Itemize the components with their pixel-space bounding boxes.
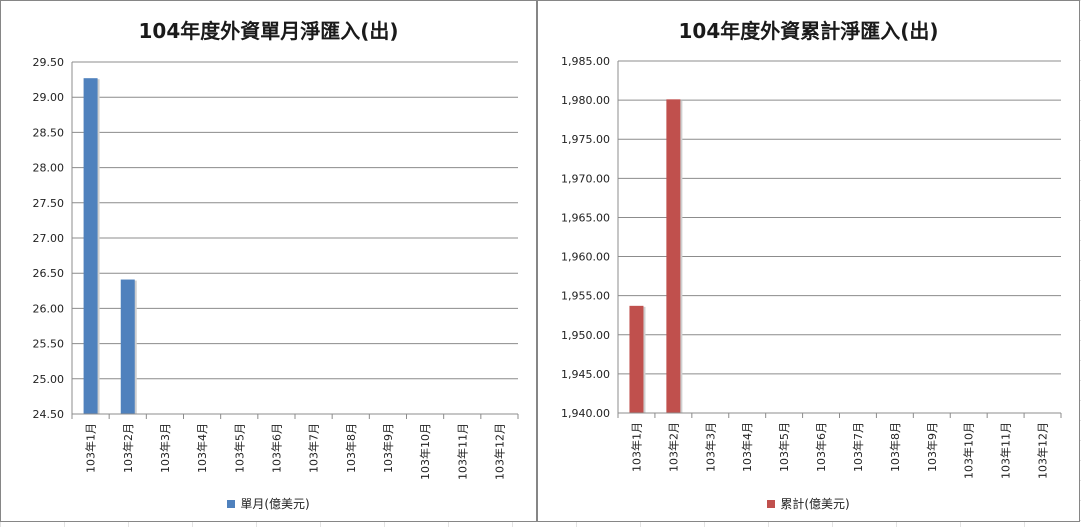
cumulative-x-tick-label: 103年7月 — [851, 422, 865, 472]
monthly-y-tick-label: 28.50 — [33, 126, 65, 139]
cumulative-bar[interactable] — [629, 305, 644, 413]
cumulative-y-tick-label: 1,940.00 — [561, 407, 610, 420]
cumulative-y-tick-label: 1,950.00 — [561, 329, 610, 342]
monthly-x-tick-label: 103年2月 — [121, 423, 135, 473]
cumulative-x-tick-label: 103年9月 — [925, 422, 939, 472]
legend-swatch-cumulative — [767, 500, 776, 508]
chart-title-monthly: 104年度外資單月淨匯入(出) — [138, 19, 399, 43]
monthly-x-tick-label: 103年12月 — [492, 423, 506, 480]
legend-monthly: 單月(億美元) — [1, 495, 536, 512]
monthly-x-tick-label: 103年6月 — [269, 423, 283, 473]
cumulative-y-tick-label: 1,980.00 — [561, 94, 610, 107]
cumulative-x-tick-label: 103年5月 — [777, 422, 791, 472]
cumulative-y-tick-label: 1,970.00 — [561, 172, 610, 185]
chart-title-cumulative: 104年度外資累計淨匯入(出) — [678, 19, 939, 43]
cumulative-x-tick-label: 103年10月 — [962, 422, 976, 479]
cumulative-x-tick-label: 103年12月 — [1036, 422, 1050, 479]
cumulative-y-tick-label: 1,960.00 — [561, 251, 610, 264]
cumulative-y-tick-label: 1,965.00 — [561, 211, 610, 224]
monthly-y-tick-label: 29.50 — [33, 56, 65, 69]
chart-monthly[interactable]: 104年度外資單月淨匯入(出) 24.50 25.00 25.50 26.00 26.5… — [0, 0, 537, 522]
cumulative-y-tick-label: 1,985.00 — [561, 55, 610, 68]
monthly-x-tick-label: 103年1月 — [84, 423, 98, 473]
chart-cumulative[interactable]: 104年度外資累計淨匯入(出) 1,940.00 1,945.00 1,950.00… — [537, 0, 1080, 522]
cumulative-y-tick-label: 1,945.00 — [561, 368, 610, 381]
monthly-x-tick-label: 103年5月 — [232, 423, 246, 473]
monthly-x-tick-label: 103年11月 — [455, 423, 469, 480]
cumulative-x-tick-label: 103年8月 — [888, 422, 902, 472]
plot-area-monthly: 24.50 25.00 25.50 26.00 26.50 27.00 27.50 28.00… — [33, 56, 519, 480]
monthly-bar[interactable] — [120, 279, 135, 414]
monthly-y-tick-label: 29.00 — [33, 91, 65, 104]
monthly-y-tick-label: 25.00 — [33, 373, 65, 386]
legend-cumulative: 累計(億美元) — [538, 495, 1079, 512]
legend-label-monthly: 單月(億美元) — [240, 497, 310, 511]
monthly-x-tick-label: 103年4月 — [195, 423, 209, 473]
cumulative-bar[interactable] — [666, 99, 681, 413]
cumulative-y-tick-label: 1,955.00 — [561, 290, 610, 303]
monthly-x-tick-label: 103年9月 — [381, 423, 395, 473]
legend-swatch-monthly — [227, 500, 236, 508]
monthly-y-tick-label: 27.50 — [33, 197, 65, 210]
cumulative-x-tick-label: 103年2月 — [666, 422, 680, 472]
monthly-y-tick-label: 25.50 — [33, 338, 65, 351]
cumulative-x-tick-label: 103年6月 — [814, 422, 828, 472]
plot-area-cumulative: 1,940.00 1,945.00 1,950.00 1,955.00 1,960.00… — [561, 55, 1062, 479]
legend-label-cumulative: 累計(億美元) — [780, 497, 850, 511]
monthly-x-tick-label: 103年3月 — [158, 423, 172, 473]
monthly-y-tick-label: 26.00 — [33, 302, 65, 315]
cumulative-x-tick-label: 103年3月 — [703, 422, 717, 472]
monthly-bar[interactable] — [83, 78, 98, 414]
cumulative-y-tick-label: 1,975.00 — [561, 133, 610, 146]
cumulative-x-tick-label: 103年4月 — [740, 422, 754, 472]
monthly-y-tick-label: 27.00 — [33, 232, 65, 245]
cumulative-x-tick-label: 103年1月 — [629, 422, 643, 472]
monthly-x-tick-label: 103年10月 — [418, 423, 432, 480]
monthly-y-tick-label: 26.50 — [33, 267, 65, 280]
monthly-y-tick-label: 28.00 — [33, 162, 65, 175]
cumulative-x-tick-label: 103年11月 — [999, 422, 1013, 479]
monthly-y-tick-label: 24.50 — [33, 408, 65, 421]
monthly-x-tick-label: 103年7月 — [307, 423, 321, 473]
monthly-x-tick-label: 103年8月 — [344, 423, 358, 473]
